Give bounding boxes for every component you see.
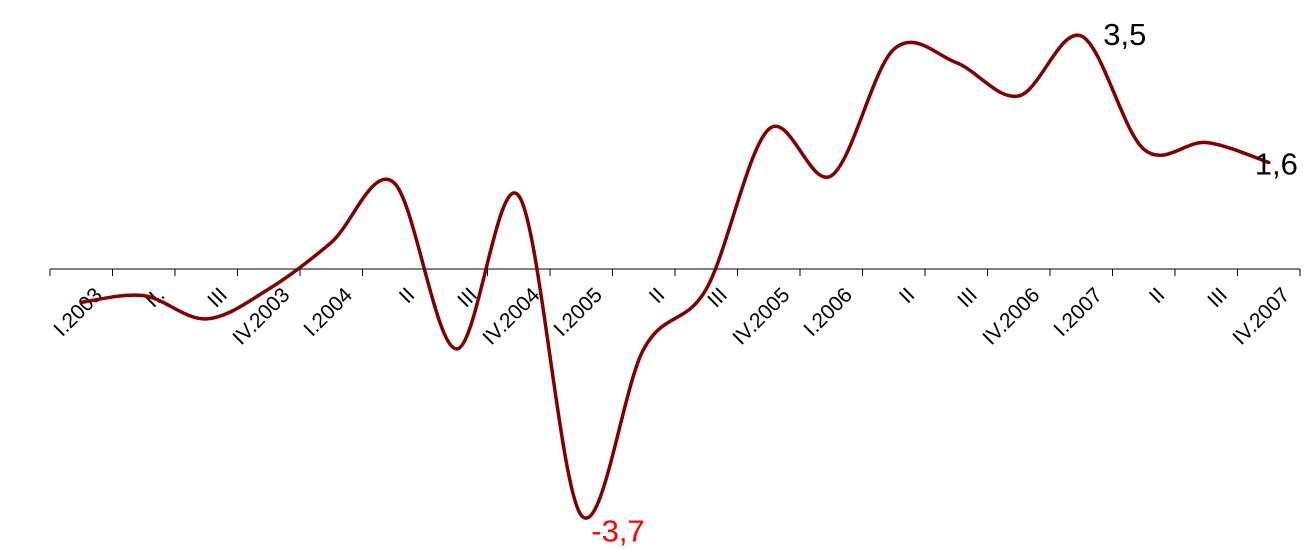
x-tick-label: IV.2006	[978, 283, 1044, 349]
data-label: 1,6	[1255, 146, 1298, 181]
x-tick-label: IV.2005	[728, 283, 794, 349]
data-label: -3,7	[591, 513, 644, 548]
x-tick-label: III	[953, 283, 982, 312]
data-point	[1079, 34, 1084, 39]
series-layer	[79, 33, 1271, 520]
x-tick-label: IV.2004	[478, 283, 544, 349]
x-tick-label: IV.2007	[1228, 283, 1294, 349]
data-point	[454, 346, 459, 351]
x-tick-label: III	[203, 283, 232, 312]
data-point	[391, 180, 396, 185]
data-point	[1141, 147, 1146, 152]
data-point	[579, 513, 584, 518]
data-point	[954, 60, 959, 65]
data-point	[641, 346, 646, 351]
x-tick-label: II	[395, 283, 420, 308]
x-tick-label: I.2003	[49, 283, 107, 341]
data-label: 3,5	[1103, 17, 1146, 52]
x-tick-label: I.2004	[299, 283, 357, 341]
data-point	[141, 293, 146, 298]
data-labels: -3,7 3,5 1,6	[591, 17, 1298, 548]
x-tick-label: I.2005	[549, 283, 607, 341]
x-tick-label: III	[1203, 283, 1232, 312]
data-point	[266, 287, 271, 292]
data-point	[891, 47, 896, 52]
x-tick-label: I.2007	[1049, 283, 1107, 341]
x-axis	[49, 268, 1301, 276]
data-point	[829, 173, 834, 178]
series-line	[79, 33, 1271, 520]
x-tick-label: II	[895, 283, 920, 308]
data-point	[79, 300, 84, 305]
data-point	[704, 287, 709, 292]
data-point	[204, 316, 209, 321]
data-point	[766, 127, 771, 132]
data-point	[329, 240, 334, 245]
x-tick-label: II	[645, 283, 670, 308]
x-tick-label: II	[1145, 283, 1170, 308]
x-tick-label: I.2006	[799, 283, 857, 341]
data-point	[516, 193, 521, 198]
data-point	[1016, 93, 1021, 98]
data-point	[1204, 140, 1209, 145]
